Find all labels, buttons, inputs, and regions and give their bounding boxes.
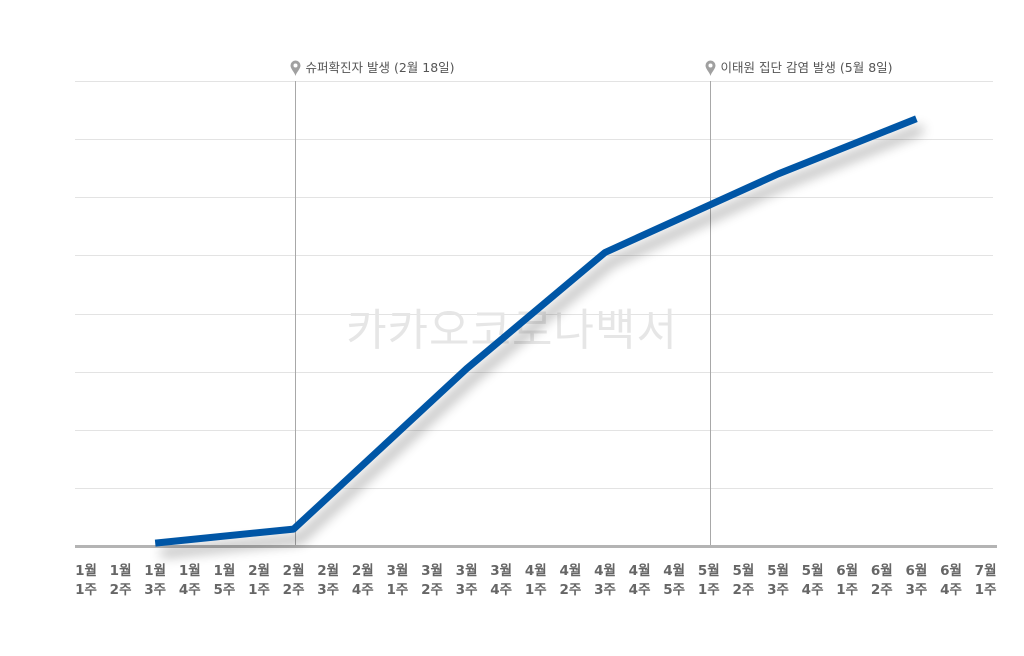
x-axis-tick-labels: 1월 1주 1월 2주 1월 3주 1월 4주 1월 5주 2월 1주 2월 2주 2월 3주 2월 4주 3월 1주…	[75, 562, 996, 598]
x-tick-label: 2월 2주	[283, 562, 305, 598]
x-tick-label: 3월 2주	[421, 562, 443, 598]
x-tick-label: 2월 3주	[317, 562, 339, 598]
x-tick-label: 3월 1주	[386, 562, 408, 598]
x-tick-label: 4월 1주	[525, 562, 547, 598]
event-marker-label: 이태원 집단 감염 발생 (5월 8일)	[721, 60, 893, 75]
x-tick-label: 5월 2주	[732, 562, 754, 598]
gridlines	[75, 81, 993, 489]
event-marker: 이태원 집단 감염 발생 (5월 8일)	[705, 60, 893, 546]
x-tick-label: 3월 3주	[456, 562, 478, 598]
map-pin-icon	[290, 60, 301, 76]
x-tick-label: 2월 4주	[352, 562, 374, 598]
x-tick-label: 2월 1주	[248, 562, 270, 598]
x-tick-label: 1월 1주	[75, 562, 97, 598]
x-tick-label: 5월 4주	[802, 562, 824, 598]
x-tick-label: 4월 3주	[594, 562, 616, 598]
x-tick-label: 1월 5주	[213, 562, 235, 598]
x-tick-label: 4월 5주	[663, 562, 685, 598]
x-tick-label: 6월 2주	[871, 562, 893, 598]
x-tick-label: 1월 4주	[179, 562, 201, 598]
event-markers: 슈퍼확진자 발생 (2월 18일) 이태원 집단 감염 발생 (5월 8일)	[290, 60, 893, 546]
x-tick-label: 7월 1주	[975, 562, 997, 598]
series-line	[154, 115, 918, 547]
map-pin-icon	[705, 60, 716, 76]
x-tick-label: 3월 4주	[490, 562, 512, 598]
event-marker: 슈퍼확진자 발생 (2월 18일)	[290, 60, 455, 546]
x-tick-label: 1월 2주	[110, 562, 132, 598]
x-tick-label: 4월 2주	[559, 562, 581, 598]
x-tick-label: 6월 1주	[836, 562, 858, 598]
x-tick-label: 6월 3주	[905, 562, 927, 598]
data-series	[154, 115, 918, 547]
event-marker-label: 슈퍼확진자 발생 (2월 18일)	[306, 60, 455, 75]
x-tick-label: 1월 3주	[144, 562, 166, 598]
x-tick-label: 5월 3주	[767, 562, 789, 598]
x-tick-label: 5월 1주	[698, 562, 720, 598]
x-tick-label: 4월 4주	[629, 562, 651, 598]
x-tick-label: 6월 4주	[940, 562, 962, 598]
